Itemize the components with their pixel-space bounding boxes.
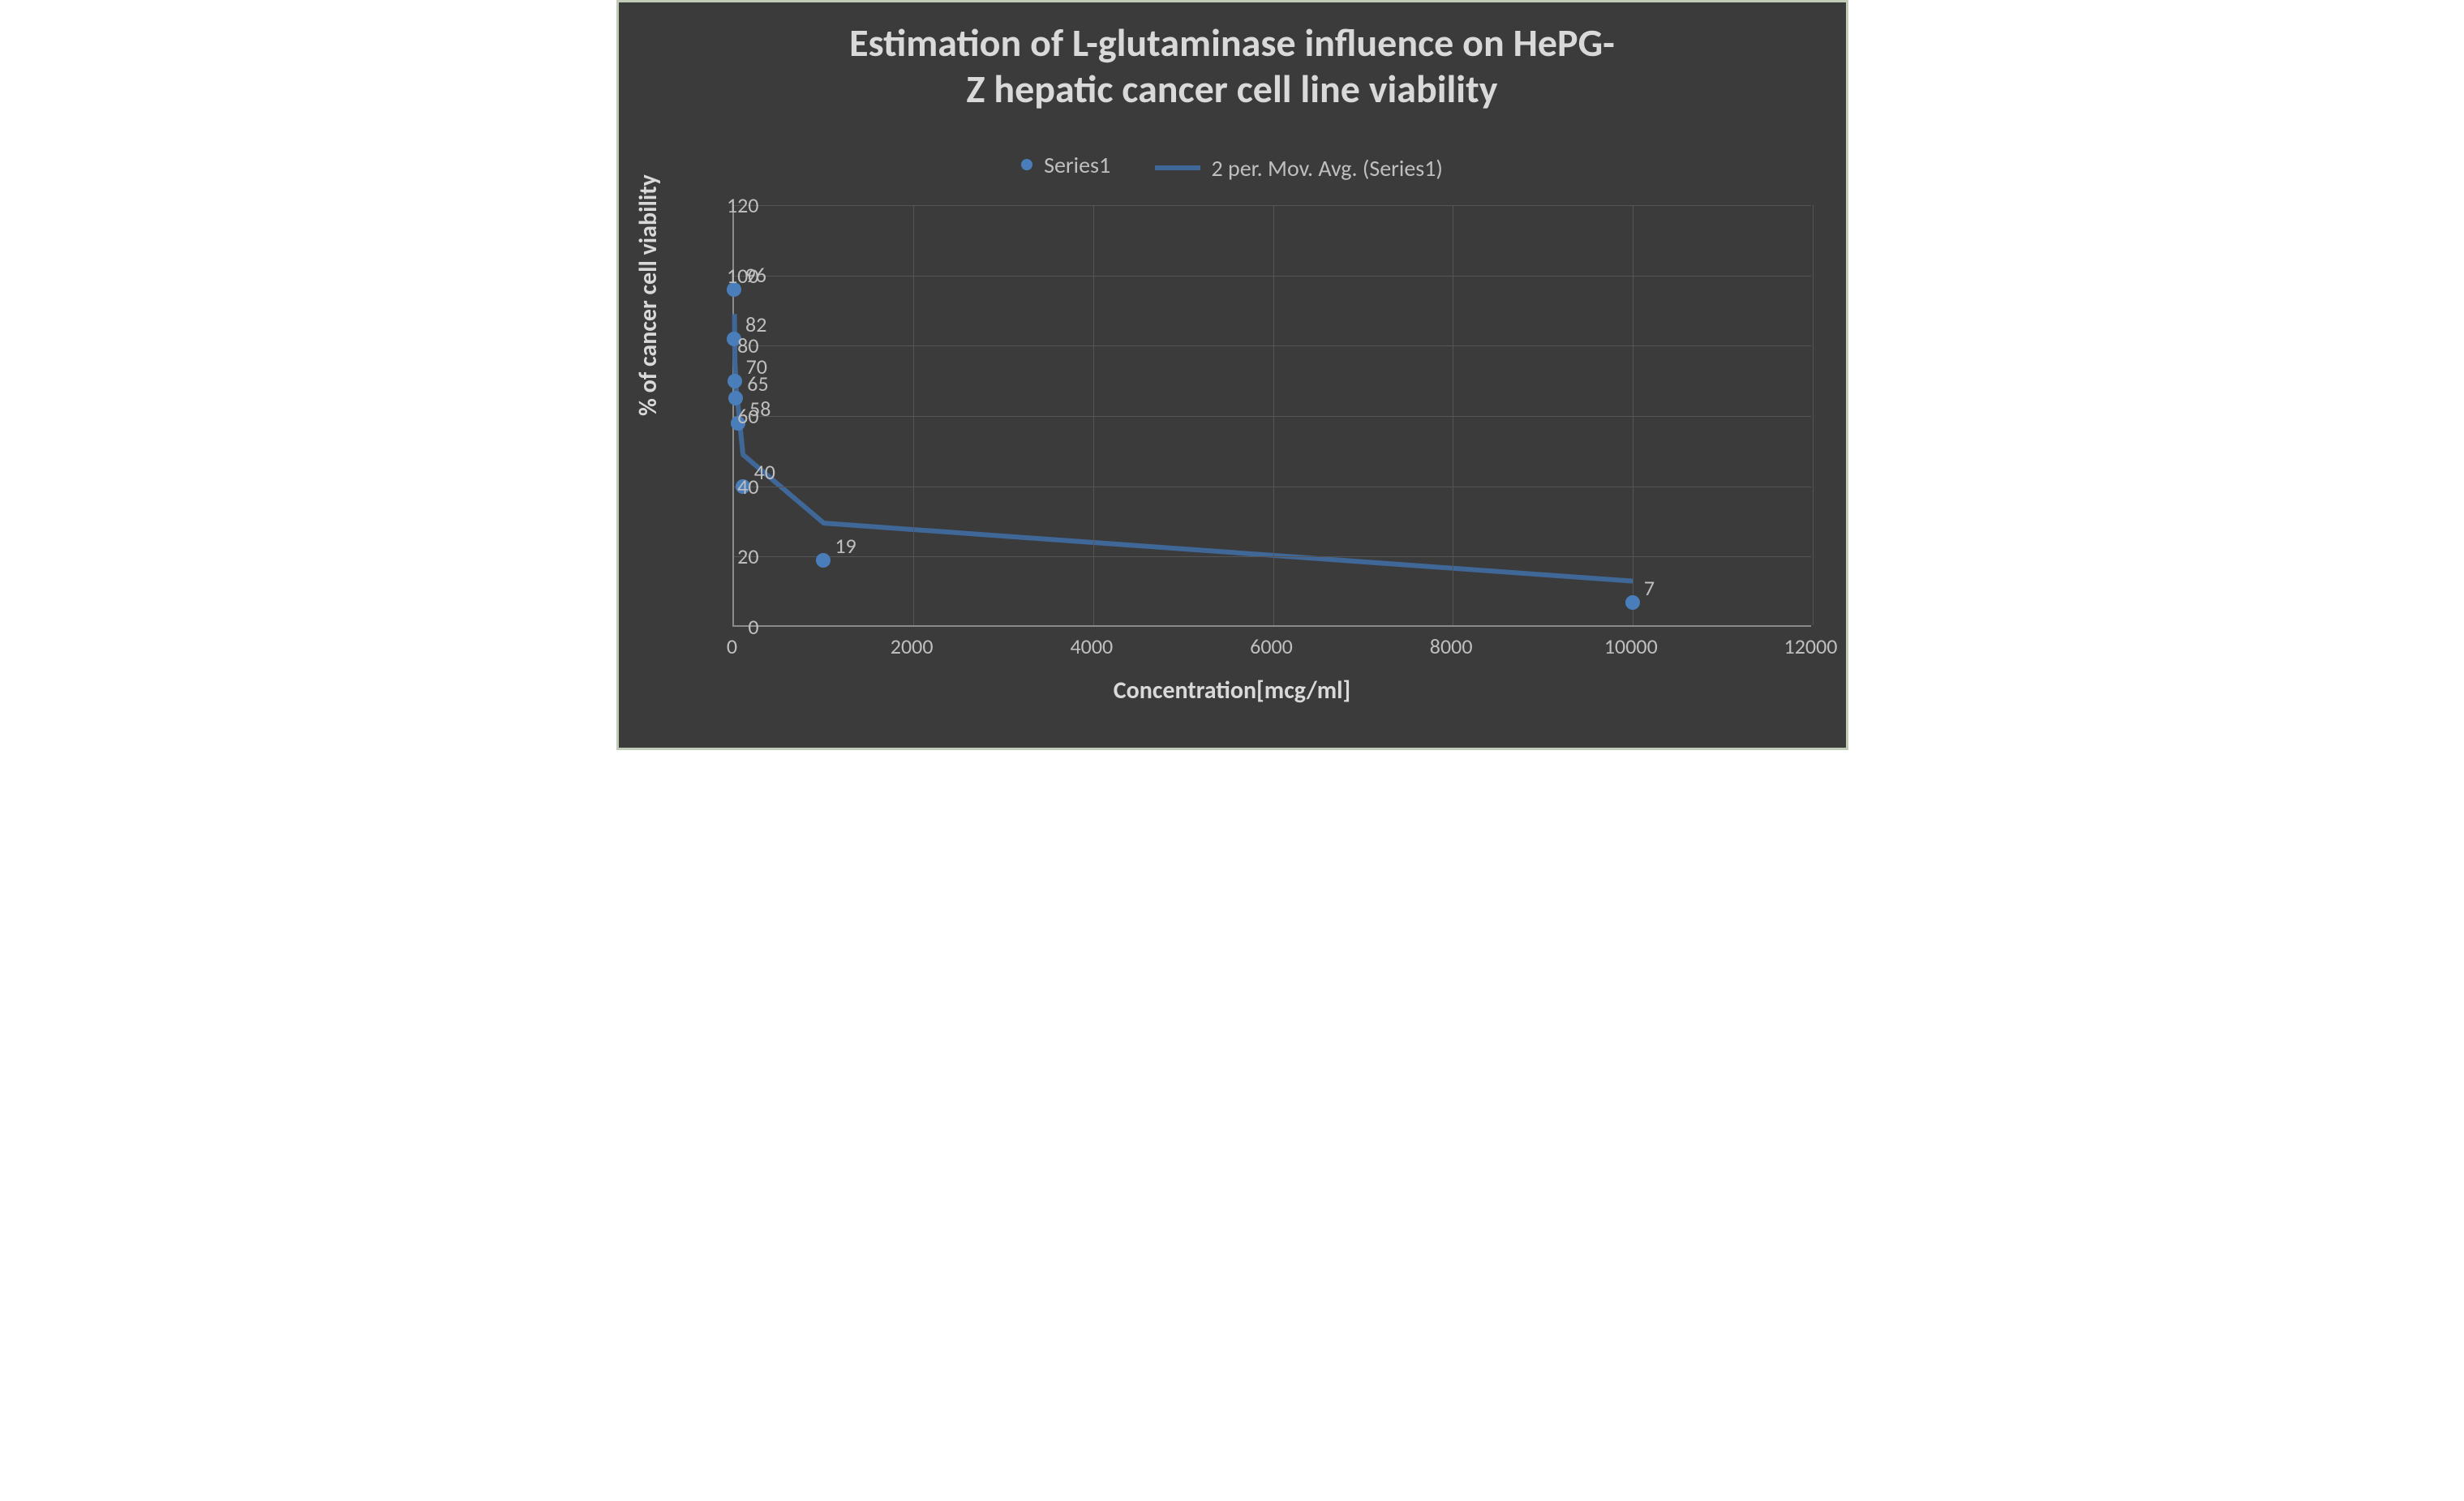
gridline-h bbox=[734, 205, 1811, 206]
x-tick-label: 0 bbox=[684, 633, 781, 659]
x-tick-label: 8000 bbox=[1402, 633, 1500, 659]
y-tick-label: 60 bbox=[710, 403, 759, 429]
data-point-label: 65 bbox=[747, 371, 768, 397]
gridline-v bbox=[1813, 205, 1814, 625]
x-tick-label: 6000 bbox=[1223, 633, 1320, 659]
data-point bbox=[1625, 595, 1640, 610]
chart-frame: Estimation of L-glutaminase influence on… bbox=[616, 0, 1848, 750]
legend-series1-label: Series1 bbox=[1044, 151, 1110, 179]
gridline-h bbox=[734, 345, 1811, 346]
gridline-h bbox=[734, 556, 1811, 557]
y-tick-label: 20 bbox=[710, 543, 759, 569]
y-tick-label: 40 bbox=[710, 474, 759, 500]
gridline-h bbox=[734, 276, 1811, 277]
gridline-v bbox=[1273, 205, 1274, 625]
data-point bbox=[816, 553, 831, 568]
y-tick-label: 80 bbox=[710, 332, 759, 358]
legend-item-series1: Series1 bbox=[1021, 151, 1110, 179]
legend-movavg-label: 2 per. Mov. Avg. (Series1) bbox=[1212, 154, 1443, 182]
y-tick-label: 120 bbox=[710, 192, 759, 218]
legend-movavg-line bbox=[1155, 165, 1200, 170]
gridline-v bbox=[913, 205, 914, 625]
legend-item-movavg: 2 per. Mov. Avg. (Series1) bbox=[1155, 154, 1443, 182]
data-point-label: 7 bbox=[1644, 575, 1655, 601]
x-tick-label: 10000 bbox=[1582, 633, 1680, 659]
y-axis-title: % of cancer cell viability bbox=[633, 174, 663, 416]
legend-series1-marker bbox=[1021, 159, 1032, 170]
gridline-h bbox=[734, 416, 1811, 417]
legend: Series1 2 per. Mov. Avg. (Series1) bbox=[619, 148, 1846, 182]
gridline-v bbox=[1093, 205, 1094, 625]
x-axis-title: Concentration[mcg/ml] bbox=[619, 675, 1846, 705]
data-point-label: 19 bbox=[835, 533, 856, 559]
x-tick-label: 12000 bbox=[1762, 633, 1860, 659]
chart-title-line2: Z hepatic cancer cell line viability bbox=[967, 65, 1498, 113]
x-tick-label: 2000 bbox=[863, 633, 960, 659]
y-tick-label: 100 bbox=[710, 263, 759, 289]
chart-title: Estimation of L-glutaminase influence on… bbox=[619, 20, 1846, 112]
x-tick-label: 4000 bbox=[1043, 633, 1140, 659]
plot-area: 968270655840197 bbox=[732, 205, 1811, 627]
chart-title-line1: Estimation of L-glutaminase influence on… bbox=[849, 19, 1615, 66]
data-point bbox=[728, 374, 742, 388]
